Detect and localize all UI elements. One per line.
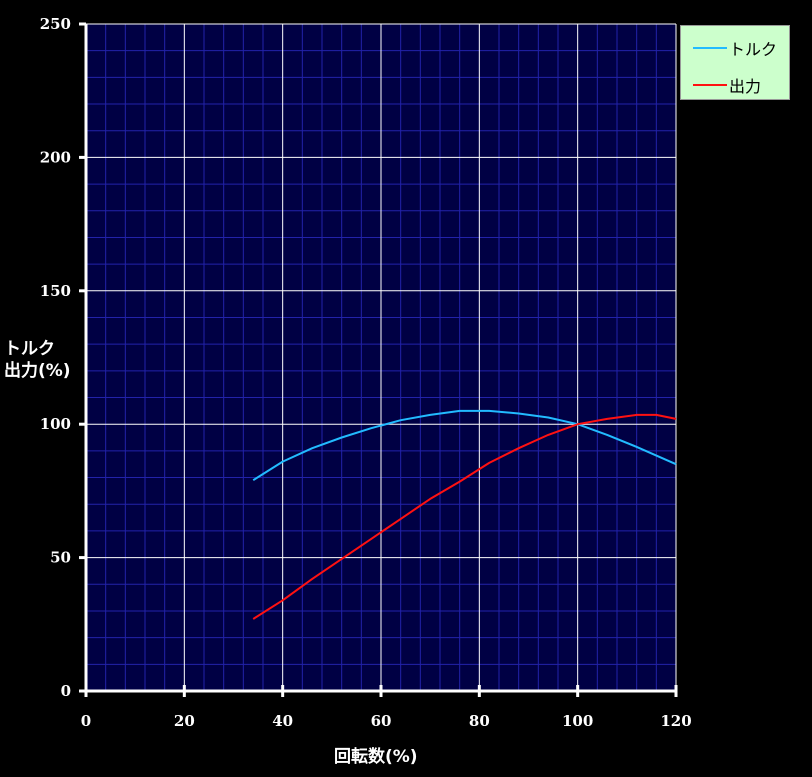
y-axis-title: トルク 出力(%) bbox=[4, 338, 71, 382]
legend-label-torque: トルク bbox=[729, 40, 778, 59]
x-tick-label: 120 bbox=[660, 712, 691, 730]
y-tick-label: 150 bbox=[40, 282, 71, 300]
x-tick-label: 60 bbox=[371, 712, 392, 730]
x-tick-label: 100 bbox=[562, 712, 593, 730]
y-tick-label: 0 bbox=[61, 682, 71, 700]
y-axis-title-line-1: トルク bbox=[4, 339, 55, 359]
y-tick-label: 50 bbox=[50, 549, 71, 567]
series-line-0 bbox=[252, 409, 677, 482]
y-tick-label: 200 bbox=[40, 148, 71, 166]
legend: トルク 出力 bbox=[680, 25, 790, 100]
x-axis-title: 回転数(%) bbox=[334, 747, 418, 767]
y-tick-label: 100 bbox=[40, 415, 71, 433]
legend-swatch-power bbox=[693, 84, 727, 86]
y-tick-label: 250 bbox=[40, 15, 71, 33]
legend-swatch-torque bbox=[693, 47, 727, 49]
series-line-1 bbox=[252, 413, 677, 620]
x-tick-label: 0 bbox=[81, 712, 91, 730]
x-tick-label: 20 bbox=[174, 712, 195, 730]
legend-label-power: 出力 bbox=[729, 77, 762, 96]
y-axis-title-line-2: 出力(%) bbox=[4, 361, 71, 381]
legend-item-power: 出力 bbox=[693, 74, 761, 96]
x-tick-label: 80 bbox=[469, 712, 490, 730]
legend-item-torque: トルク bbox=[693, 37, 777, 59]
x-tick-label: 40 bbox=[272, 712, 293, 730]
